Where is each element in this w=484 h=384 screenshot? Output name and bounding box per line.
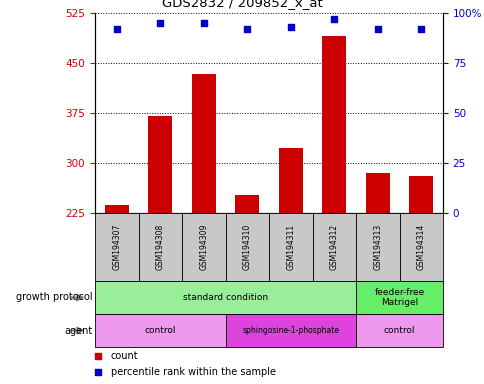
- Text: agent: agent: [64, 326, 92, 336]
- Bar: [235, 195, 258, 213]
- Bar: [95, 314, 225, 347]
- Text: GSM194314: GSM194314: [416, 224, 425, 270]
- Text: feeder-free
Matrigel: feeder-free Matrigel: [374, 288, 424, 307]
- Text: control: control: [144, 326, 176, 335]
- Text: GSM194310: GSM194310: [242, 224, 251, 270]
- Text: GSM194313: GSM194313: [373, 224, 381, 270]
- Bar: [322, 36, 346, 213]
- Text: count: count: [110, 351, 138, 361]
- Bar: [225, 213, 269, 281]
- Text: GDS2832 / 209852_x_at: GDS2832 / 209852_x_at: [162, 0, 322, 9]
- Point: [94, 369, 102, 375]
- Bar: [105, 205, 128, 213]
- Point: [199, 20, 207, 26]
- Point: [243, 26, 251, 32]
- Point: [286, 24, 294, 30]
- Text: control: control: [383, 326, 414, 335]
- Text: GSM194307: GSM194307: [112, 224, 121, 270]
- Point: [113, 26, 121, 32]
- Text: standard condition: standard condition: [182, 293, 268, 302]
- Point: [94, 353, 102, 359]
- Text: GSM194309: GSM194309: [199, 224, 208, 270]
- Bar: [95, 213, 138, 281]
- Point: [330, 16, 337, 22]
- Text: sphingosine-1-phosphate: sphingosine-1-phosphate: [242, 326, 338, 335]
- Bar: [355, 314, 442, 347]
- Bar: [182, 213, 225, 281]
- Bar: [191, 74, 215, 213]
- Bar: [95, 281, 355, 314]
- Text: GSM194308: GSM194308: [155, 224, 165, 270]
- Bar: [148, 116, 172, 213]
- Bar: [365, 173, 389, 213]
- Bar: [225, 314, 355, 347]
- Text: growth protocol: growth protocol: [16, 293, 92, 303]
- Bar: [278, 148, 302, 213]
- Point: [417, 26, 424, 32]
- Bar: [355, 281, 442, 314]
- Bar: [355, 213, 399, 281]
- Point: [373, 26, 381, 32]
- Bar: [312, 213, 355, 281]
- Point: [156, 20, 164, 26]
- Bar: [408, 176, 432, 213]
- Text: GSM194311: GSM194311: [286, 224, 295, 270]
- Bar: [269, 213, 312, 281]
- Text: GSM194312: GSM194312: [329, 224, 338, 270]
- Bar: [138, 213, 182, 281]
- Bar: [399, 213, 442, 281]
- Text: percentile rank within the sample: percentile rank within the sample: [110, 367, 275, 377]
